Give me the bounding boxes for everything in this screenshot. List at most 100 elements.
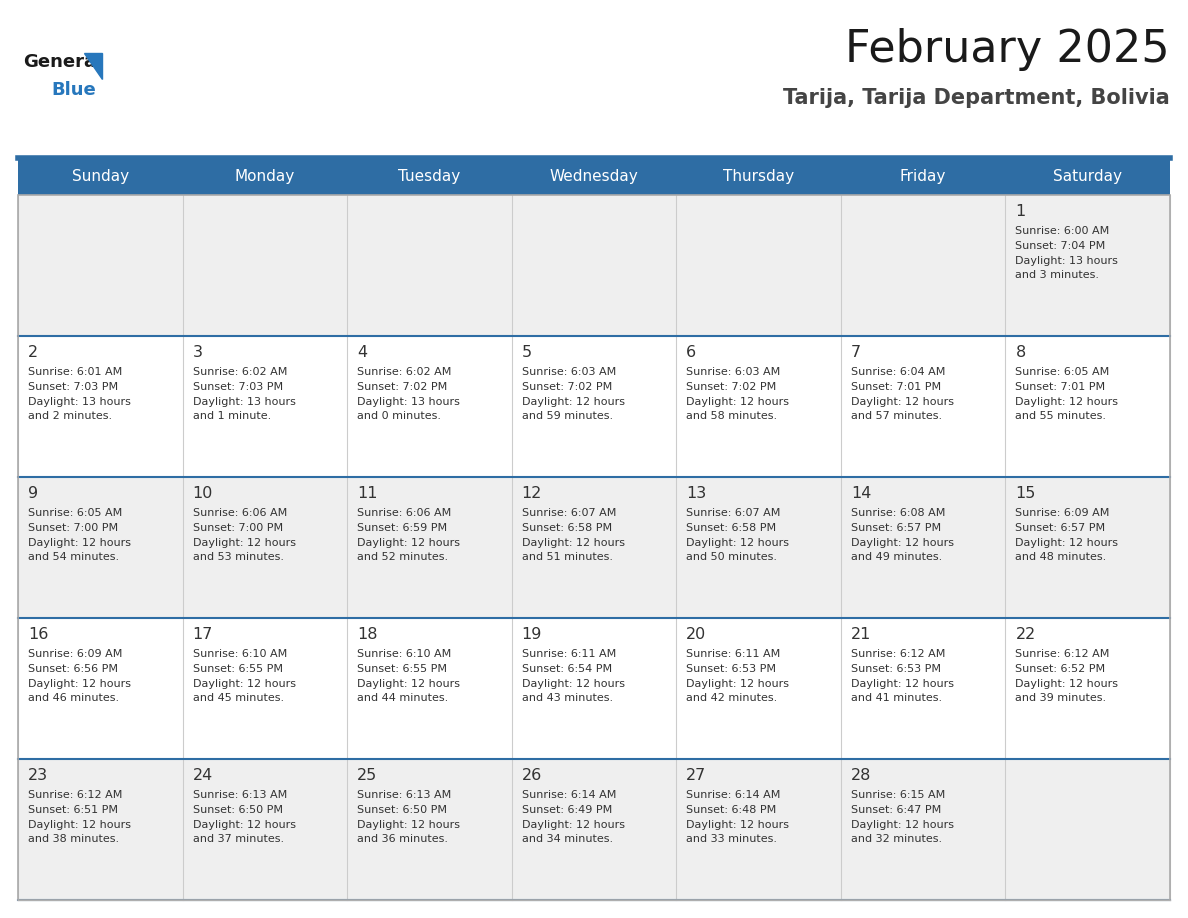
Bar <box>512 477 676 618</box>
Text: Friday: Friday <box>901 169 947 184</box>
Text: and 42 minutes.: and 42 minutes. <box>687 693 777 703</box>
Text: Monday: Monday <box>235 169 295 184</box>
Bar <box>347 336 512 477</box>
Bar <box>676 336 841 477</box>
Text: Daylight: 12 hours: Daylight: 12 hours <box>358 538 460 548</box>
Text: 26: 26 <box>522 768 542 783</box>
Text: 12: 12 <box>522 486 542 501</box>
Text: 25: 25 <box>358 768 378 783</box>
Text: Sunset: 7:03 PM: Sunset: 7:03 PM <box>29 382 118 392</box>
Text: Saturday: Saturday <box>1054 169 1123 184</box>
Text: Blue: Blue <box>51 81 96 99</box>
Bar <box>1005 759 1170 900</box>
Text: and 41 minutes.: and 41 minutes. <box>851 693 942 703</box>
Text: and 49 minutes.: and 49 minutes. <box>851 553 942 563</box>
Bar <box>183 195 347 336</box>
Text: Daylight: 12 hours: Daylight: 12 hours <box>851 397 954 407</box>
Bar <box>18 759 183 900</box>
Text: Sunrise: 6:07 AM: Sunrise: 6:07 AM <box>522 508 617 518</box>
Text: and 0 minutes.: and 0 minutes. <box>358 411 441 421</box>
Bar <box>18 336 183 477</box>
Text: and 43 minutes.: and 43 minutes. <box>522 693 613 703</box>
Text: Sunrise: 6:11 AM: Sunrise: 6:11 AM <box>522 649 615 659</box>
Text: 15: 15 <box>1016 486 1036 501</box>
Text: and 46 minutes.: and 46 minutes. <box>29 693 119 703</box>
Text: 17: 17 <box>192 627 213 642</box>
Text: Sunrise: 6:11 AM: Sunrise: 6:11 AM <box>687 649 781 659</box>
Bar <box>183 618 347 759</box>
Text: and 39 minutes.: and 39 minutes. <box>1016 693 1106 703</box>
Text: and 38 minutes.: and 38 minutes. <box>29 834 119 845</box>
Text: Wednesday: Wednesday <box>550 169 638 184</box>
Text: Daylight: 12 hours: Daylight: 12 hours <box>522 820 625 830</box>
Text: 8: 8 <box>1016 345 1025 360</box>
Text: 1: 1 <box>1016 204 1025 219</box>
Text: Sunset: 6:57 PM: Sunset: 6:57 PM <box>851 522 941 532</box>
Bar <box>18 477 183 618</box>
Bar <box>1005 618 1170 759</box>
Bar <box>676 759 841 900</box>
Text: and 58 minutes.: and 58 minutes. <box>687 411 777 421</box>
Text: Sunset: 7:00 PM: Sunset: 7:00 PM <box>29 522 118 532</box>
Text: Daylight: 12 hours: Daylight: 12 hours <box>851 820 954 830</box>
Text: and 44 minutes.: and 44 minutes. <box>358 693 448 703</box>
Text: Daylight: 12 hours: Daylight: 12 hours <box>1016 678 1118 688</box>
Bar <box>347 759 512 900</box>
Bar <box>1005 195 1170 336</box>
Text: 16: 16 <box>29 627 49 642</box>
Text: Sunset: 7:03 PM: Sunset: 7:03 PM <box>192 382 283 392</box>
Text: Daylight: 13 hours: Daylight: 13 hours <box>1016 255 1118 265</box>
Text: Daylight: 12 hours: Daylight: 12 hours <box>29 538 131 548</box>
Bar <box>18 158 1170 195</box>
Bar <box>512 618 676 759</box>
Text: 14: 14 <box>851 486 871 501</box>
Text: Daylight: 12 hours: Daylight: 12 hours <box>522 678 625 688</box>
Text: Sunrise: 6:04 AM: Sunrise: 6:04 AM <box>851 367 946 377</box>
Text: Sunset: 6:55 PM: Sunset: 6:55 PM <box>358 664 447 674</box>
Text: General: General <box>23 53 102 71</box>
Text: Sunset: 6:48 PM: Sunset: 6:48 PM <box>687 805 777 815</box>
Bar <box>676 618 841 759</box>
Text: Sunrise: 6:00 AM: Sunrise: 6:00 AM <box>1016 226 1110 236</box>
Text: Daylight: 12 hours: Daylight: 12 hours <box>687 538 789 548</box>
Text: Sunrise: 6:02 AM: Sunrise: 6:02 AM <box>358 367 451 377</box>
Text: 27: 27 <box>687 768 707 783</box>
Text: Sunrise: 6:15 AM: Sunrise: 6:15 AM <box>851 790 946 800</box>
Text: Thursday: Thursday <box>723 169 794 184</box>
Bar <box>512 759 676 900</box>
Text: Sunrise: 6:13 AM: Sunrise: 6:13 AM <box>192 790 286 800</box>
Text: 13: 13 <box>687 486 707 501</box>
Text: Daylight: 12 hours: Daylight: 12 hours <box>1016 397 1118 407</box>
Bar <box>183 477 347 618</box>
Text: 9: 9 <box>29 486 38 501</box>
Text: Sunset: 6:47 PM: Sunset: 6:47 PM <box>851 805 941 815</box>
Text: and 1 minute.: and 1 minute. <box>192 411 271 421</box>
Bar <box>676 195 841 336</box>
Text: 7: 7 <box>851 345 861 360</box>
Text: Sunrise: 6:06 AM: Sunrise: 6:06 AM <box>192 508 286 518</box>
Text: Daylight: 12 hours: Daylight: 12 hours <box>687 397 789 407</box>
Text: Daylight: 12 hours: Daylight: 12 hours <box>29 820 131 830</box>
Text: 4: 4 <box>358 345 367 360</box>
Text: and 53 minutes.: and 53 minutes. <box>192 553 284 563</box>
Text: Daylight: 12 hours: Daylight: 12 hours <box>851 538 954 548</box>
Text: Daylight: 12 hours: Daylight: 12 hours <box>29 678 131 688</box>
Text: Sunrise: 6:14 AM: Sunrise: 6:14 AM <box>687 790 781 800</box>
Text: Sunrise: 6:09 AM: Sunrise: 6:09 AM <box>29 649 122 659</box>
Text: and 50 minutes.: and 50 minutes. <box>687 553 777 563</box>
Bar <box>512 336 676 477</box>
Text: Sunset: 6:51 PM: Sunset: 6:51 PM <box>29 805 118 815</box>
Text: 5: 5 <box>522 345 532 360</box>
Text: Sunset: 6:50 PM: Sunset: 6:50 PM <box>358 805 447 815</box>
Bar <box>1005 477 1170 618</box>
Text: Daylight: 12 hours: Daylight: 12 hours <box>522 538 625 548</box>
Text: Sunrise: 6:05 AM: Sunrise: 6:05 AM <box>1016 367 1110 377</box>
Text: Sunrise: 6:07 AM: Sunrise: 6:07 AM <box>687 508 781 518</box>
Bar <box>841 336 1005 477</box>
Text: and 54 minutes.: and 54 minutes. <box>29 553 119 563</box>
Text: Sunrise: 6:14 AM: Sunrise: 6:14 AM <box>522 790 617 800</box>
Text: and 32 minutes.: and 32 minutes. <box>851 834 942 845</box>
Text: Sunset: 7:01 PM: Sunset: 7:01 PM <box>851 382 941 392</box>
Bar <box>841 477 1005 618</box>
Text: 18: 18 <box>358 627 378 642</box>
